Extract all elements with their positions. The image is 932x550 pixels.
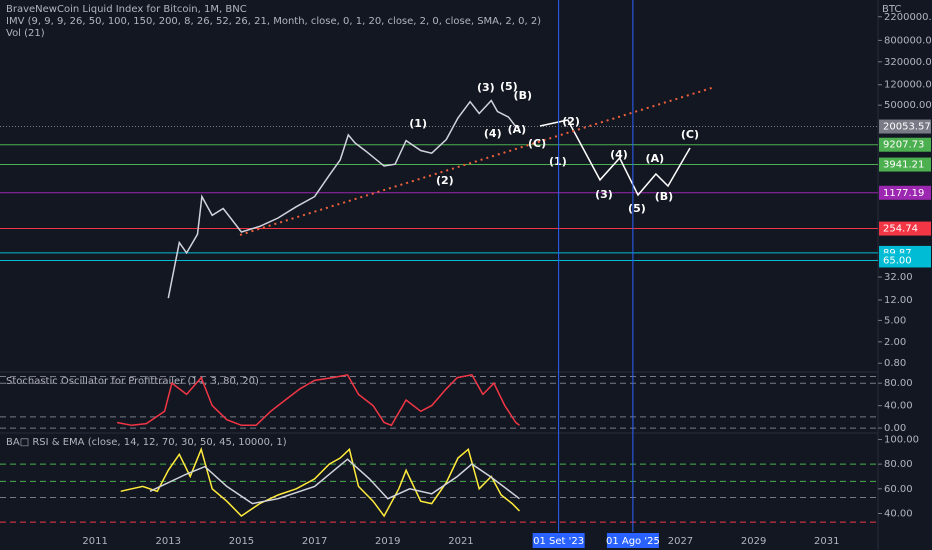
series-line [539,119,691,197]
level-badge [879,137,931,152]
date-badge [532,533,585,548]
indicator-label: IMV (9, 9, 9, 26, 50, 100, 150, 200, 8, … [6,16,541,27]
date-badge [606,533,659,548]
y-tick-label: 100.00 [884,434,919,445]
y-tick-label: 80.00 [884,378,913,389]
wave-label: (C) [681,128,699,141]
y-tick-label: 80.00 [884,459,913,470]
level-label: 65.00 [883,255,912,266]
wave-label: (2) [436,174,454,187]
wave-label: (5) [500,80,518,93]
x-tick-label: 2015 [229,536,254,547]
chart-title: BraveNewCoin Liquid Index for Bitcoin, 1… [6,4,247,15]
level-label: 9207.73 [883,140,924,151]
y-tick-label: 320000.00 [884,57,932,68]
y-tick-label: 40.00 [884,508,913,519]
wave-label: (3) [477,81,495,94]
unit-label: BTC [882,4,901,15]
y-tick-label: 800000.00 [884,35,932,46]
wave-label: (1) [549,155,567,168]
y-tick-label: 2200000.00 [884,12,932,23]
series-line [116,373,520,427]
y-tick-label: 120000.00 [884,80,932,91]
level-badge [879,253,931,268]
x-tick-label: 2017 [302,536,327,547]
wave-label: (4) [484,127,502,140]
series-line [239,86,716,236]
x-tick-label: 2021 [448,536,473,547]
level-badge [879,119,931,134]
level-label: 20053.57 [883,122,931,133]
wave-label: (2) [562,115,580,128]
wave-label: (C) [528,137,546,150]
wave-label: (B) [655,190,673,203]
y-tick-label: 40.00 [884,401,913,412]
y-tick-label: 32.00 [884,272,913,283]
x-tick-label: 2029 [741,536,766,547]
panel-title: Stochastic Oscillator for Profittrailer … [6,376,259,387]
wave-label: (3) [595,188,613,201]
x-tick-label: 2031 [814,536,839,547]
date-label: 01 Ago '25 [606,536,660,547]
series-line [149,458,520,505]
level-badge [879,221,931,236]
wave-label: (A) [508,123,527,136]
x-tick-label: 2027 [668,536,693,547]
level-label: 1177.19 [883,188,924,199]
y-tick-label: 2.00 [884,337,906,348]
x-tick-label: 2011 [82,536,107,547]
y-tick-label: 5.00 [884,315,906,326]
wave-label: (1) [409,117,427,130]
y-tick-label: 12.00 [884,295,913,306]
y-tick-label: 0.80 [884,358,906,369]
x-tick-label: 2013 [156,536,181,547]
y-tick-label: 50000.00 [884,100,932,111]
wave-label: (B) [514,89,532,102]
wave-label: (5) [628,202,646,215]
wave-label: (A) [646,152,665,165]
level-label: 3941.21 [883,160,924,171]
y-tick-label: 60.00 [884,484,913,495]
level-label: 89.87 [883,248,912,259]
series-line [167,99,519,299]
date-label: 01 Set '23 [533,536,584,547]
level-badge [879,157,931,172]
level-badge [879,185,931,200]
level-label: 254.74 [883,224,918,235]
wave-label: (4) [610,148,628,161]
indicator-label: Vol (21) [6,28,45,39]
series-line [120,446,521,518]
x-tick-label: 2019 [375,536,400,547]
panel-title: BA□ RSI & EMA (close, 14, 12, 70, 30, 50… [6,437,287,448]
y-tick-label: 0.00 [884,423,906,434]
